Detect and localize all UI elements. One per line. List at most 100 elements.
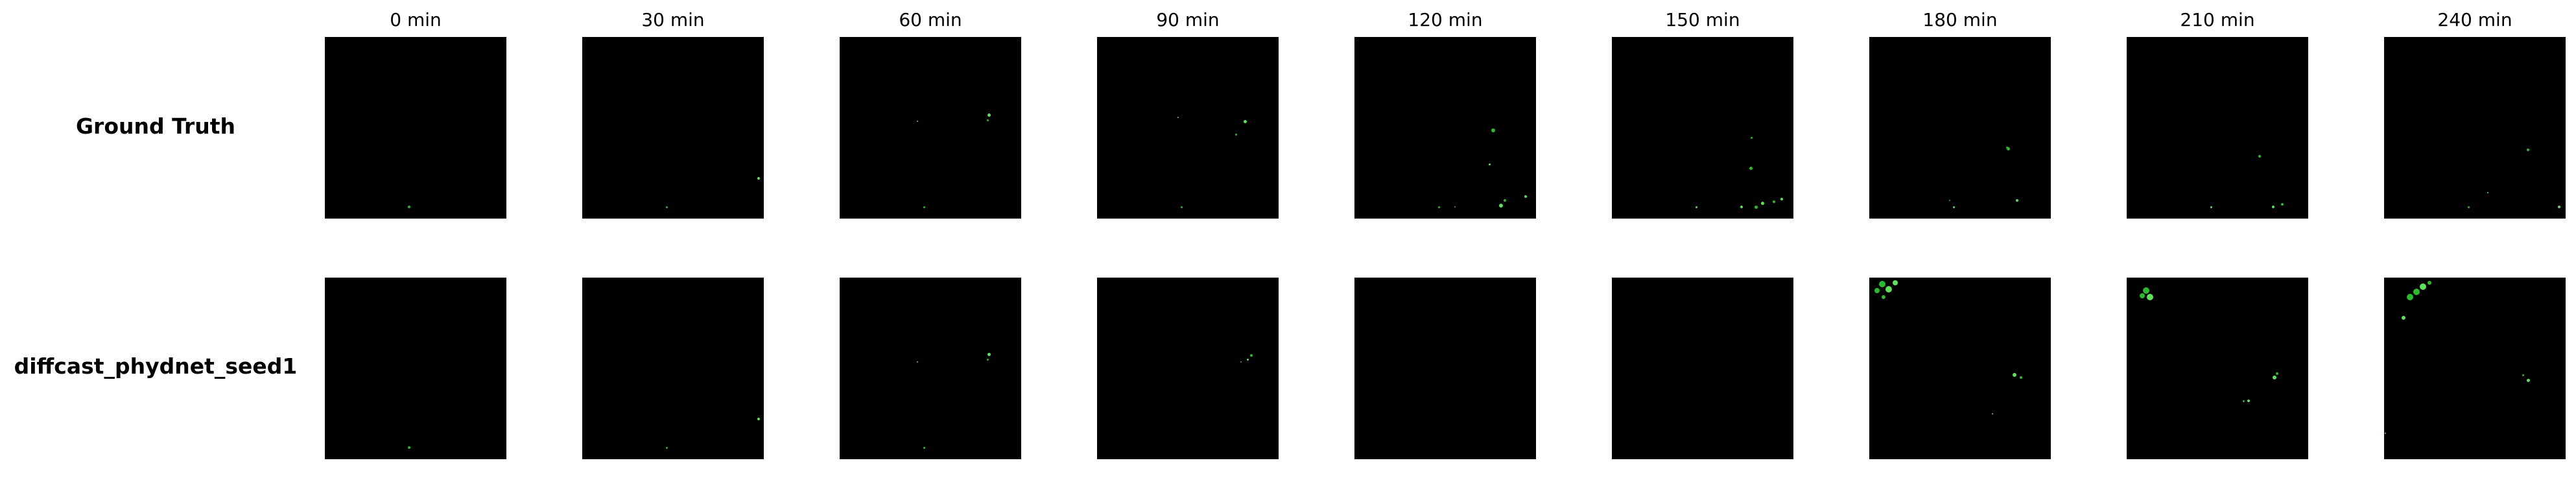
echo-speckle (1488, 163, 1491, 165)
echo-speckle (2272, 206, 2275, 208)
echo-speckle (2527, 149, 2529, 151)
echo-speckle (2402, 316, 2405, 320)
echo-speckle (2143, 287, 2149, 294)
col-title-7: 210 min (2180, 9, 2255, 30)
echo-speckle (987, 352, 991, 356)
echo-speckle (2385, 433, 2386, 434)
echo-speckle (2407, 294, 2413, 300)
echo-speckle (2140, 293, 2145, 298)
echo-speckle (923, 206, 925, 208)
echo-speckle (1437, 206, 1440, 208)
radar-panel-r0-c5 (1612, 37, 1793, 219)
col-title-6: 180 min (1922, 9, 1998, 30)
echo-speckle (665, 446, 668, 449)
echo-speckle (923, 446, 925, 449)
echo-speckle (1177, 117, 1179, 118)
echo-speckle (2247, 400, 2250, 402)
echo-speckle (2420, 283, 2426, 290)
echo-speckle (2006, 147, 2010, 150)
echo-speckle (408, 446, 410, 449)
echo-speckle (1243, 119, 1247, 123)
echo-speckle (1879, 281, 1885, 287)
radar-panel-r1-c5 (1612, 278, 1793, 459)
echo-speckle (2558, 206, 2560, 208)
echo-speckle (917, 361, 918, 363)
echo-speckle (1992, 413, 1993, 414)
echo-speckle (1949, 200, 1950, 201)
echo-speckle (2276, 372, 2278, 375)
col-title-3: 90 min (1156, 9, 1220, 30)
row-label-model: diffcast_phydnet_seed1 (14, 353, 298, 379)
radar-panel-r1-c8 (2384, 278, 2566, 459)
echo-speckle (1491, 128, 1495, 132)
echo-speckle (1246, 358, 1249, 361)
echo-speckle (1499, 204, 1503, 208)
col-title-8: 240 min (2437, 9, 2512, 30)
echo-speckle (986, 358, 989, 361)
radar-panel-r0-c6 (1869, 37, 2051, 219)
radar-panel-r1-c3 (1097, 278, 1279, 459)
echo-speckle (1952, 206, 1955, 208)
echo-speckle (2526, 378, 2530, 382)
echo-speckle (2016, 199, 2018, 202)
col-title-2: 60 min (899, 9, 962, 30)
echo-speckle (2020, 376, 2022, 379)
echo-speckle (986, 119, 989, 121)
radar-panel-r0-c7 (2127, 37, 2308, 219)
echo-speckle (1749, 166, 1753, 170)
echo-speckle (2242, 400, 2245, 402)
radar-panel-r0-c4 (1354, 37, 1536, 219)
echo-speckle (1235, 133, 1237, 136)
radar-panel-r1-c1 (582, 278, 764, 459)
row-label-ground-truth: Ground Truth (75, 114, 236, 139)
echo-speckle (665, 206, 668, 208)
echo-speckle (2147, 294, 2153, 300)
col-title-5: 150 min (1665, 9, 1740, 30)
echo-speckle (1882, 295, 1885, 299)
radar-panel-r0-c0 (325, 37, 506, 219)
echo-speckle (2258, 155, 2261, 158)
echo-speckle (1695, 206, 1697, 208)
echo-speckle (757, 418, 760, 420)
echo-speckle (1504, 199, 1506, 202)
echo-speckle (2210, 206, 2212, 208)
echo-speckle (1760, 201, 1764, 205)
echo-speckle (2013, 373, 2016, 377)
echo-speckle (2522, 374, 2524, 376)
echo-speckle (2428, 281, 2431, 285)
echo-speckle (1250, 354, 1253, 357)
echo-speckle (757, 177, 760, 180)
echo-speckle (1893, 280, 1898, 285)
radar-panel-r1-c4 (1354, 278, 1536, 459)
col-title-1: 30 min (641, 9, 705, 30)
echo-speckle (2487, 192, 2488, 193)
echo-speckle (987, 113, 991, 117)
radar-panel-r0-c1 (582, 37, 764, 219)
col-title-4: 120 min (1408, 9, 1483, 30)
radar-panel-r0-c8 (2384, 37, 2566, 219)
echo-speckle (2413, 289, 2420, 295)
echo-speckle (1885, 286, 1892, 293)
echo-speckle (1773, 200, 1775, 203)
echo-speckle (1740, 206, 1743, 208)
radar-panel-r1-c7 (2127, 278, 2308, 459)
echo-speckle (2281, 203, 2284, 206)
echo-speckle (1754, 205, 1758, 209)
echo-speckle (1780, 198, 1783, 200)
radar-panel-r0-c3 (1097, 37, 1279, 219)
echo-speckle (2005, 146, 2008, 149)
col-title-0: 0 min (390, 9, 442, 30)
echo-speckle (1874, 288, 1880, 293)
echo-speckle (1524, 195, 1527, 198)
echo-speckle (1180, 206, 1183, 208)
echo-speckle (1240, 361, 1242, 363)
radar-panel-r1-c6 (1869, 278, 2051, 459)
echo-speckle (917, 121, 918, 122)
echo-speckle (2467, 206, 2470, 208)
radar-panel-r0-c2 (840, 37, 1021, 219)
echo-speckle (1454, 206, 1456, 208)
radar-panel-r1-c2 (840, 278, 1021, 459)
echo-speckle (408, 206, 410, 208)
echo-speckle (1750, 136, 1753, 139)
